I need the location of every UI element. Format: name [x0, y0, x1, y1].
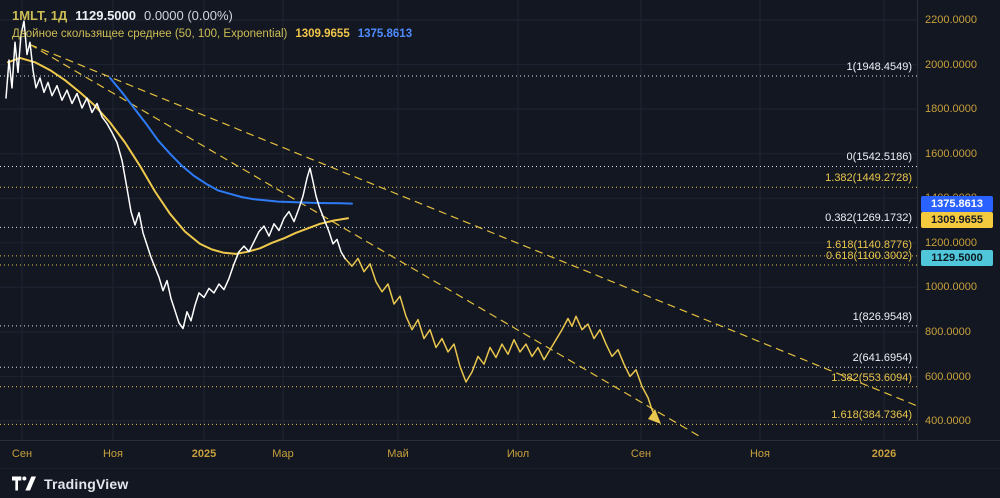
- footer-bar: TradingView: [0, 468, 1000, 498]
- indicator-value-ema50: 1309.9655: [295, 28, 350, 40]
- tradingview-logo-icon[interactable]: [12, 476, 36, 491]
- fib-level-label: 1.618(384.7364): [831, 409, 912, 421]
- price-axis-label: 1200.0000: [925, 237, 977, 249]
- indicator-title[interactable]: Двойное скользящее среднее (50, 100, Exp…: [12, 28, 288, 40]
- indicator-value-ema100: 1375.8613: [357, 28, 413, 40]
- fib-level-label: 0.618(1100.3002): [825, 250, 912, 262]
- time-axis-label: Ноя: [749, 448, 771, 460]
- symbol-legend-row: 1MLT, 1Д 1129.5000 0.0000 (0.00%): [12, 8, 412, 23]
- price-axis-label: 1000.0000: [925, 281, 977, 293]
- time-axis-label: 2026: [871, 448, 897, 460]
- fib-level-label: 0.382(1269.1732): [825, 212, 912, 224]
- price-axis-label: 2200.0000: [925, 14, 977, 26]
- time-axis-label: Мар: [272, 448, 294, 460]
- tradingview-wordmark[interactable]: TradingView: [44, 475, 129, 492]
- fib-level-label: 2(641.6954): [852, 352, 912, 364]
- price-chart-canvas[interactable]: [0, 0, 917, 440]
- fib-level-label: 0(1542.5186): [846, 151, 912, 163]
- price-axis-label: 2000.0000: [925, 59, 977, 71]
- last-price: 1129.5000: [75, 8, 136, 23]
- fib-level-label: 1.618(1140.8776): [825, 239, 912, 251]
- price-badge-last-price: 1129.5000: [921, 250, 993, 266]
- fib-level-label: 1(1948.4549): [846, 61, 912, 73]
- price-badge-ema50: 1309.9655: [921, 212, 993, 228]
- price-axis-label: 1800.0000: [925, 103, 977, 115]
- fib-level-label: 1.382(1449.2728): [825, 172, 912, 184]
- price-axis-label: 1600.0000: [925, 148, 977, 160]
- fib-level-label: 1.382(553.6094): [831, 372, 912, 384]
- time-axis[interactable]: Сен Ноя 2025 Мар Май Июл Сен Ноя 2026: [0, 440, 1000, 469]
- time-axis-label: Сен: [11, 448, 33, 460]
- indicator-legend-row: Двойное скользящее среднее (50, 100, Exp…: [12, 28, 412, 40]
- price-badge-ema100: 1375.8613: [921, 196, 993, 212]
- price-axis-label: 600.0000: [925, 371, 971, 383]
- time-axis-label: Сен: [630, 448, 652, 460]
- time-axis-label: 2025: [191, 448, 217, 460]
- price-change: 0.0000 (0.00%): [143, 8, 233, 23]
- fib-level-label: 1(826.9548): [852, 311, 912, 323]
- time-axis-label: Июл: [506, 448, 530, 460]
- price-axis[interactable]: 2200.0000 2000.0000 1800.0000 1600.0000 …: [917, 0, 1000, 440]
- price-axis-label: 800.0000: [925, 326, 971, 338]
- price-axis-label: 400.0000: [925, 415, 971, 427]
- symbol-title[interactable]: 1MLT, 1Д: [12, 8, 68, 23]
- time-axis-label: Май: [387, 448, 409, 460]
- chart-legend: 1MLT, 1Д 1129.5000 0.0000 (0.00%) Двойно…: [12, 8, 412, 40]
- time-axis-label: Ноя: [102, 448, 124, 460]
